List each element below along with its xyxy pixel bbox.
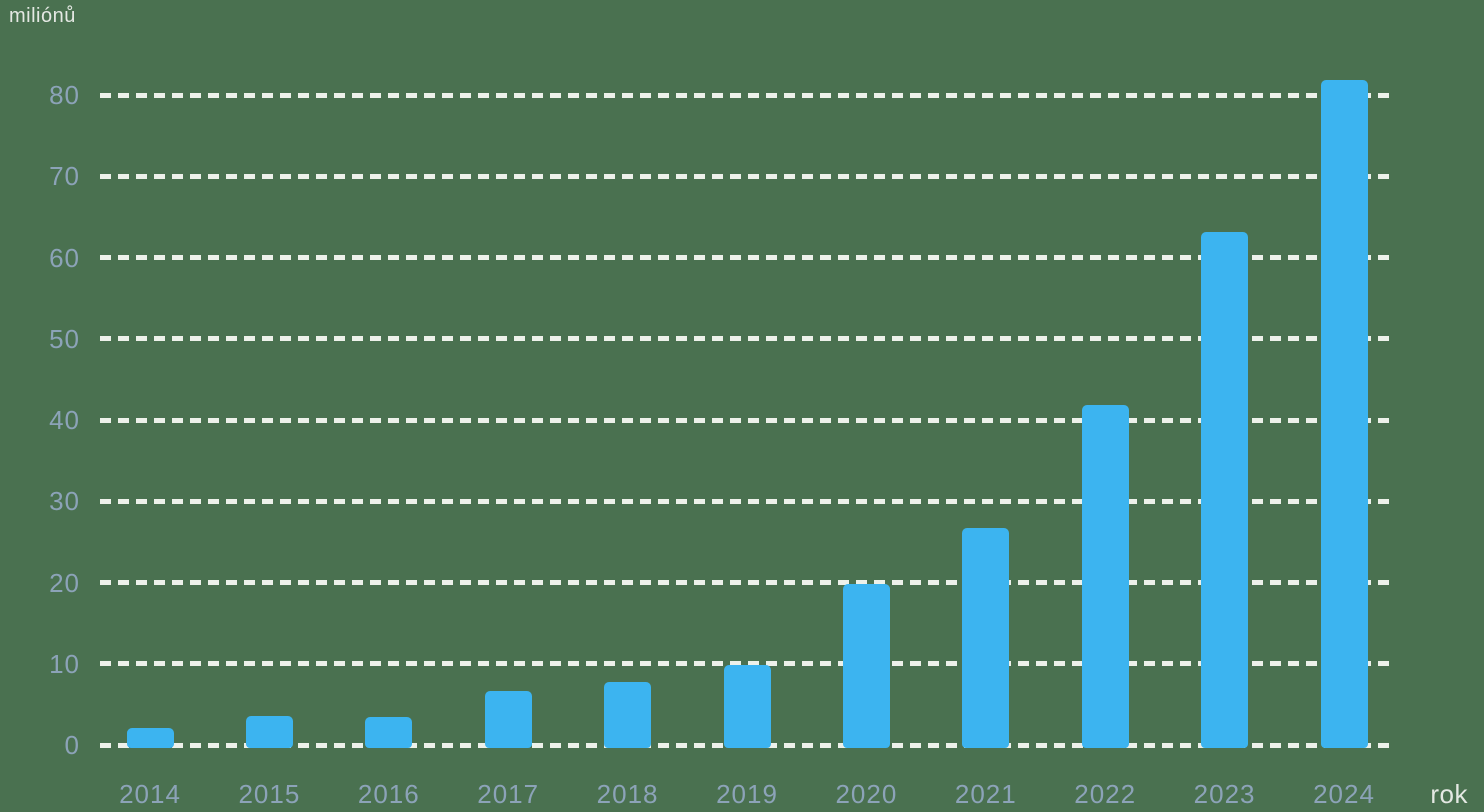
y-tick-label: 20 <box>49 567 80 598</box>
x-tick-label: 2015 <box>238 779 301 809</box>
x-tick-label: 2019 <box>716 779 778 809</box>
bar <box>842 584 890 748</box>
x-tick-label: 2022 <box>1074 779 1137 809</box>
bar <box>962 528 1010 748</box>
x-tick-label: 2023 <box>1193 779 1256 809</box>
bar <box>245 715 293 748</box>
x-tick-label: 2018 <box>596 779 659 809</box>
y-tick-label: 80 <box>49 80 80 110</box>
gridline <box>100 173 1390 179</box>
bar <box>723 664 771 748</box>
x-axis-title: rok <box>1430 779 1468 809</box>
gridline <box>100 417 1390 423</box>
y-tick-label: 60 <box>49 242 80 273</box>
gridline <box>100 92 1390 98</box>
x-tick-label: 2016 <box>357 779 420 809</box>
bar <box>1320 80 1368 748</box>
gridline <box>100 661 1390 667</box>
gridline <box>100 336 1390 342</box>
bar <box>126 727 174 748</box>
bar <box>604 681 652 748</box>
x-tick-label: 2021 <box>954 779 1017 809</box>
bar <box>484 691 532 748</box>
x-tick-label: 2020 <box>835 779 898 809</box>
gridline <box>100 498 1390 504</box>
gridline <box>100 580 1390 585</box>
gridline <box>100 255 1390 260</box>
x-tick-label: 2017 <box>477 779 540 809</box>
x-tick-label: 2024 <box>1313 779 1375 809</box>
bar <box>1201 231 1249 748</box>
y-axis-title: miliónů <box>9 5 76 27</box>
bar <box>1081 405 1129 748</box>
x-tick-label: 2014 <box>119 779 181 809</box>
y-tick-label: 40 <box>49 405 80 435</box>
y-tick-label: 10 <box>49 648 80 679</box>
y-tick-label: 0 <box>64 730 80 760</box>
y-tick-label: 70 <box>49 161 80 192</box>
y-tick-label: 50 <box>49 323 80 354</box>
bar <box>365 716 413 748</box>
y-tick-label: 30 <box>49 486 80 517</box>
